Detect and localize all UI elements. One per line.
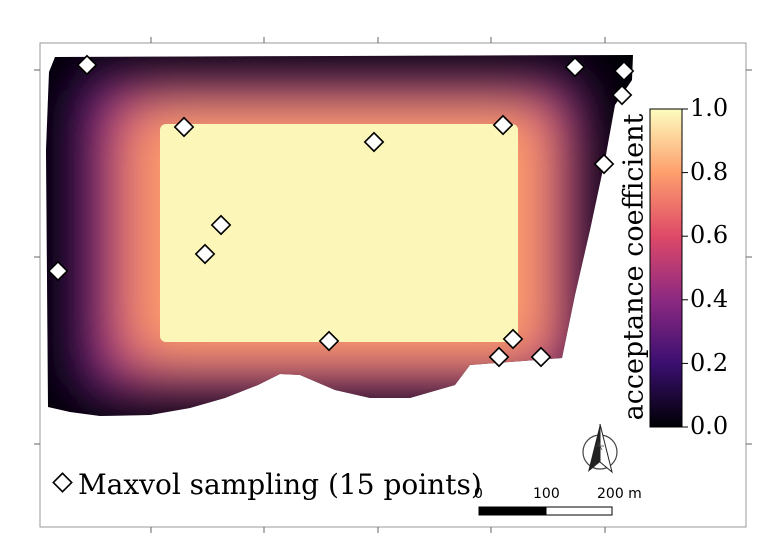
colorbar-title: acceptance coefficient — [618, 113, 650, 421]
north-arrow-icon — [582, 423, 618, 474]
sample-point-marker — [613, 60, 635, 82]
sample-point-marker — [593, 153, 615, 175]
sample-point-marker — [318, 330, 340, 352]
sample-point-marker — [564, 56, 586, 78]
frame-ticks — [34, 37, 752, 533]
colorbar-tick-0-4: 0.4 — [690, 285, 729, 313]
colorbar-tick-0-2: 0.2 — [690, 349, 729, 377]
sample-point-marker — [210, 214, 232, 236]
colorbar-gradient — [649, 108, 683, 428]
sample-point-marker — [492, 114, 514, 136]
sample-point-marker — [76, 54, 98, 76]
sample-point-marker — [611, 84, 633, 106]
legend-label: Maxvol sampling (15 points) — [78, 468, 482, 501]
sample-point-marker — [502, 328, 524, 350]
scale-label-200: 200 m — [597, 486, 642, 502]
colorbar — [649, 108, 688, 428]
sample-point-marker — [488, 346, 510, 368]
colorbar-tick-0-6: 0.6 — [690, 221, 729, 249]
sample-point-marker — [530, 346, 552, 368]
sample-point-marker — [194, 243, 216, 265]
sample-point-marker — [47, 260, 69, 282]
sample-points — [47, 54, 635, 368]
scale-label-100: 100 — [533, 486, 560, 502]
scale-bar — [478, 506, 613, 516]
legend-marker-icon — [52, 472, 73, 493]
scale-label-0: 0 — [474, 486, 483, 502]
colorbar-tick-0-0: 0.0 — [690, 412, 729, 440]
sample-point-marker — [363, 131, 385, 153]
colorbar-tick-1-0: 1.0 — [690, 94, 729, 122]
colorbar-tick-0-8: 0.8 — [690, 158, 729, 186]
sample-point-marker — [173, 116, 195, 138]
